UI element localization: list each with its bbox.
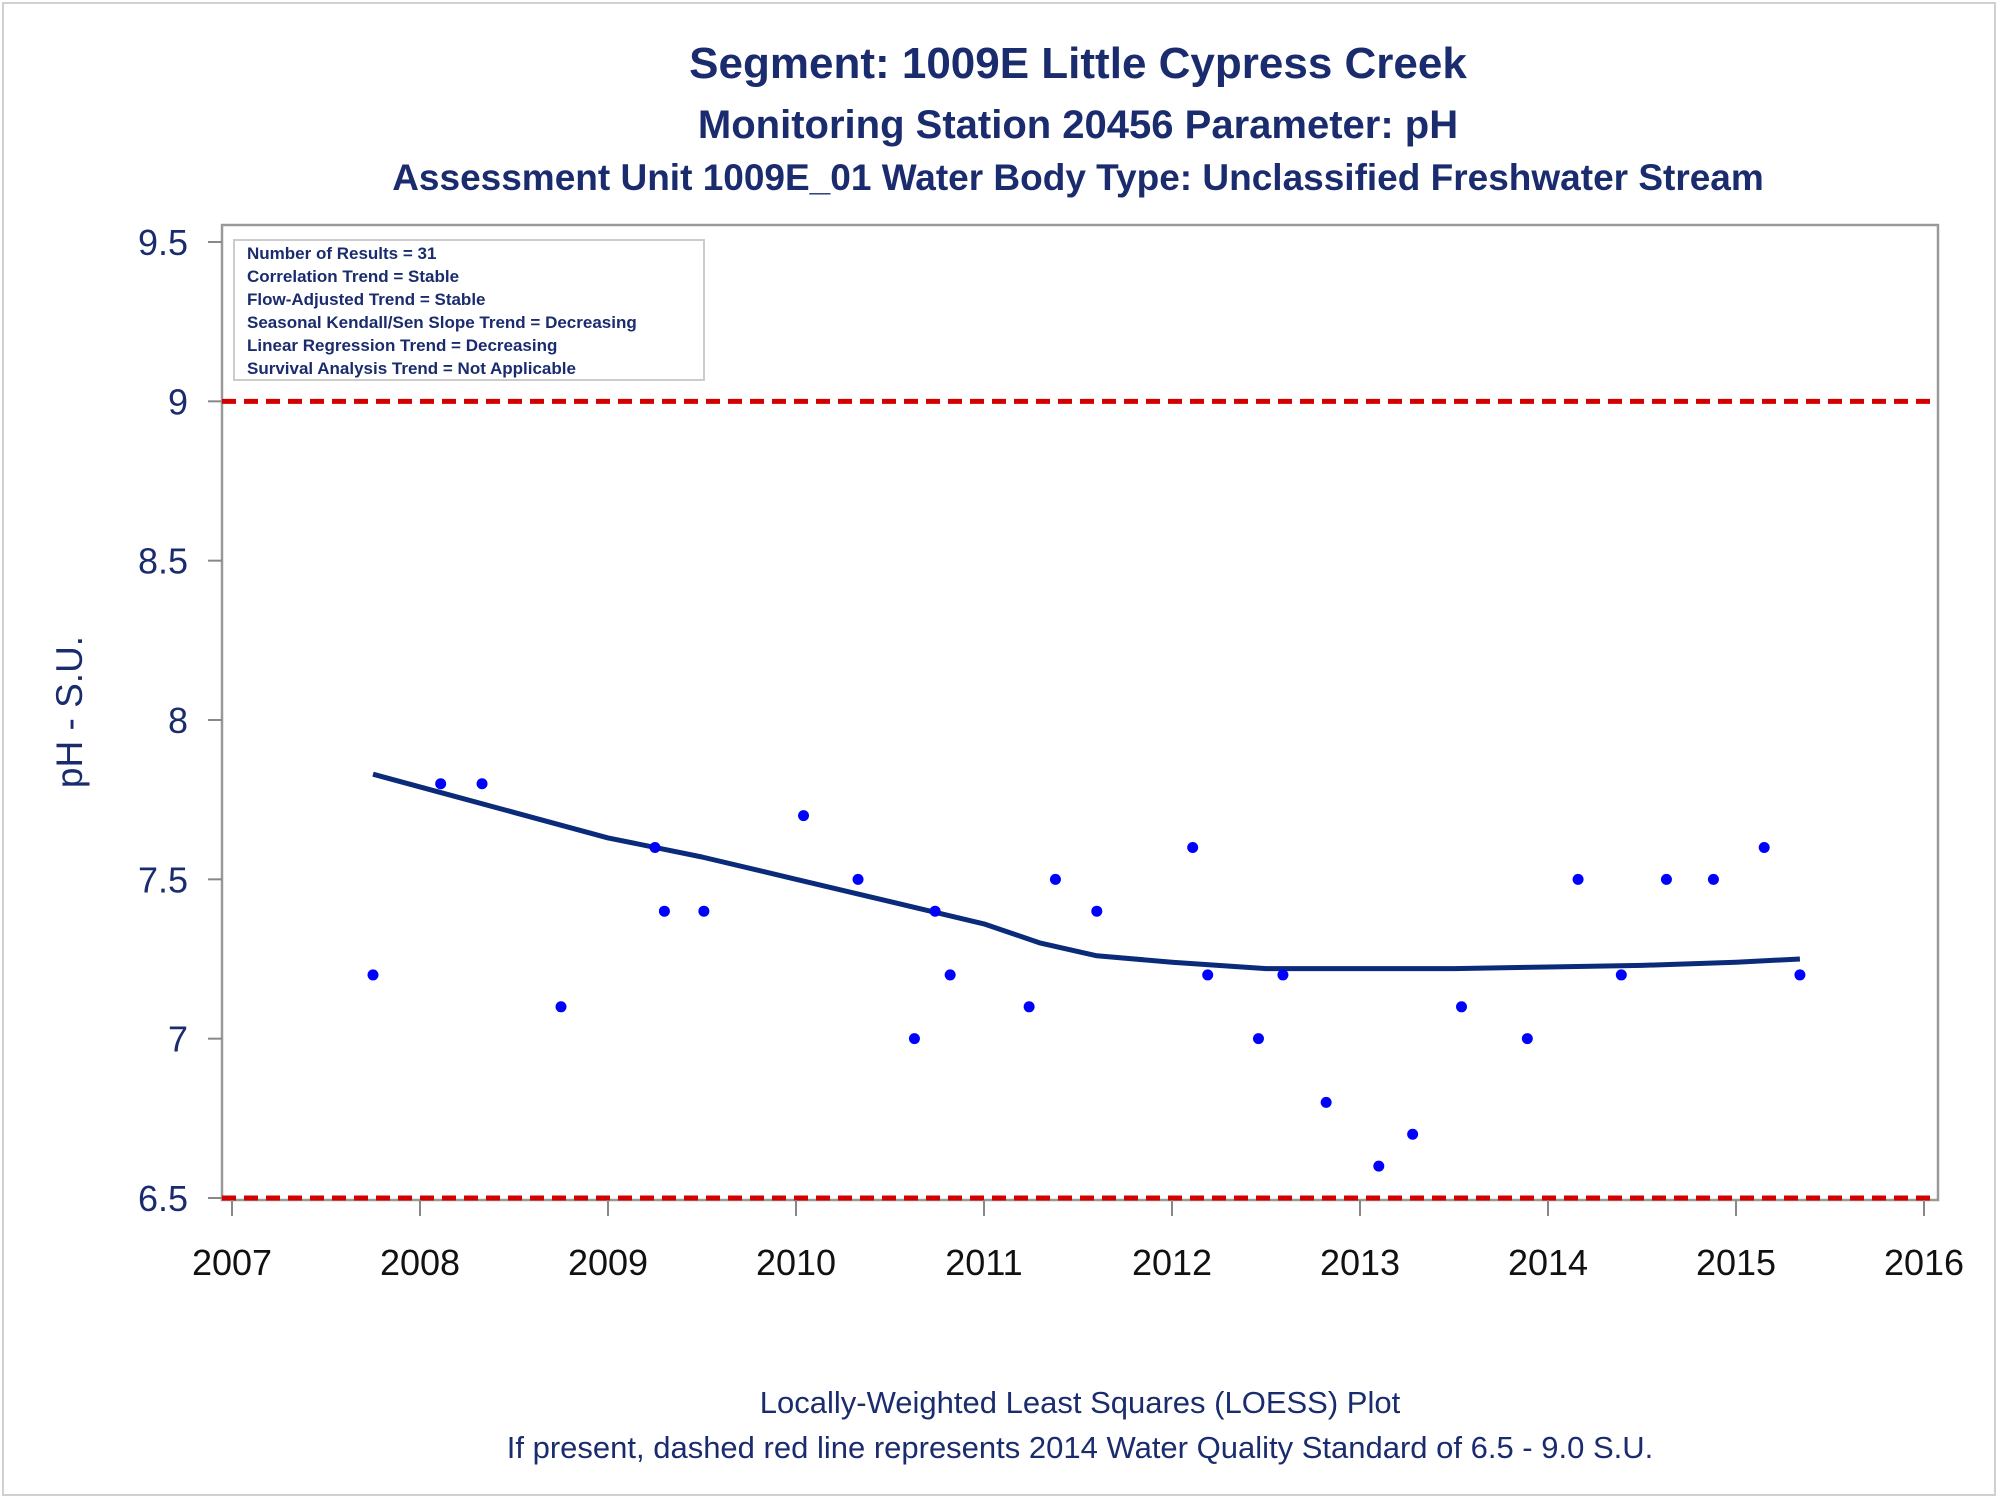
data-point: [1202, 969, 1214, 981]
x-tick-label: 2010: [756, 1242, 836, 1283]
stats-line-5: Linear Regression Trend = Decreasing: [247, 336, 557, 355]
y-tick-label: 8.5: [138, 541, 188, 582]
data-point: [658, 905, 670, 917]
stats-box-border: [233, 239, 705, 381]
x-tick-label: 2007: [192, 1242, 272, 1283]
stats-line-1: Number of Results = 31: [247, 244, 436, 263]
data-point: [1707, 873, 1719, 885]
data-point: [555, 1001, 567, 1013]
y-tick-label: 9: [168, 381, 188, 422]
data-point: [1320, 1096, 1332, 1108]
data-point: [1187, 841, 1199, 853]
data-point: [435, 778, 447, 790]
y-axis: 6.5 7 7.5 8 8.5 9 9.5: [138, 222, 222, 1219]
chart-subtitle: Monitoring Station 20456 Parameter: pH: [698, 103, 1458, 147]
x-tick-label: 2015: [1696, 1242, 1776, 1283]
x-tick-label: 2012: [1132, 1242, 1212, 1283]
data-point: [1572, 873, 1584, 885]
data-point: [1277, 969, 1289, 981]
stats-line-3: Flow-Adjusted Trend = Stable: [247, 290, 486, 309]
y-tick-label: 7: [168, 1019, 188, 1060]
stats-line-2: Correlation Trend = Stable: [247, 267, 459, 286]
y-tick-label: 6.5: [138, 1178, 188, 1219]
loess-layer: [372, 771, 1801, 972]
data-point: [698, 905, 710, 917]
x-tick-label: 2009: [568, 1242, 648, 1283]
data-point: [798, 810, 810, 822]
data-point: [1660, 873, 1672, 885]
footnote-2: If present, dashed red line represents 2…: [507, 1430, 1654, 1465]
x-tick-label: 2014: [1508, 1242, 1588, 1283]
y-tick-label: 7.5: [138, 859, 188, 900]
data-point: [1615, 969, 1627, 981]
data-point: [944, 969, 956, 981]
data-point: [1252, 1033, 1264, 1045]
y-axis-label: pH - S.U.: [49, 636, 90, 788]
data-point: [1794, 969, 1806, 981]
data-point: [1456, 1001, 1468, 1013]
footnote-1: Locally-Weighted Least Squares (LOESS) P…: [760, 1385, 1401, 1420]
x-tick-label: 2008: [380, 1242, 460, 1283]
data-point: [1023, 1001, 1035, 1013]
stats-line-6: Survival Analysis Trend = Not Applicable: [247, 359, 576, 378]
data-point: [1407, 1128, 1419, 1140]
reference-lines: [222, 398, 1938, 1201]
x-axis: 2007 2008 2009 2010 2011 2012 2013 2014 2015 2016: [192, 1200, 1964, 1283]
stats-line-4: Seasonal Kendall/Sen Slope Trend = Decre…: [247, 313, 637, 332]
data-point: [1049, 873, 1061, 885]
data-point: [649, 841, 661, 853]
loess-curve: [372, 771, 1801, 972]
x-tick-label: 2011: [945, 1242, 1022, 1283]
points-layer: [367, 268, 1806, 1172]
data-point: [476, 778, 488, 790]
data-point: [367, 969, 379, 981]
chart-subtitle-2: Assessment Unit 1009E_01 Water Body Type…: [392, 157, 1764, 198]
stats-box: Number of Results = 31 Correlation Trend…: [233, 239, 705, 381]
data-point: [908, 1033, 920, 1045]
x-tick-label: 2016: [1884, 1242, 1964, 1283]
y-tick-label: 9.5: [138, 222, 188, 263]
data-point: [929, 905, 941, 917]
x-tick-label: 2013: [1320, 1242, 1400, 1283]
data-point: [1091, 905, 1103, 917]
y-tick-label: 8: [168, 700, 188, 741]
data-point: [1521, 1033, 1533, 1045]
data-point: [852, 873, 864, 885]
data-point: [1758, 841, 1770, 853]
chart-title: Segment: 1009E Little Cypress Creek: [689, 39, 1467, 88]
data-point: [1373, 1160, 1385, 1172]
